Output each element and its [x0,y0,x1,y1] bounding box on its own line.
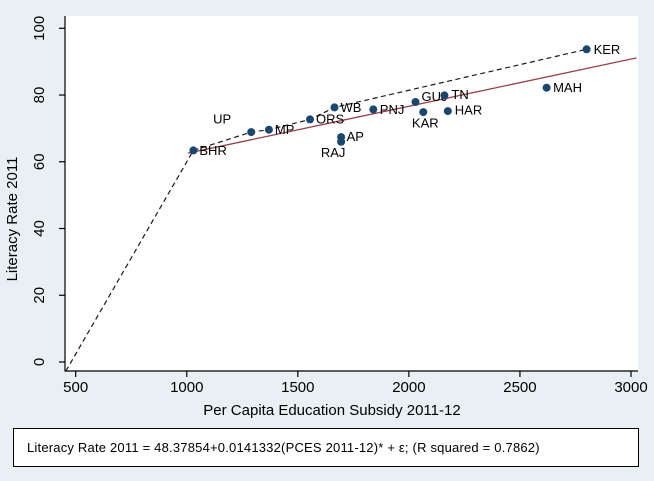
data-point-MAH [542,83,551,92]
regression-equation-text: Literacy Rate 2011 = 48.37854+0.0141332(… [27,440,540,455]
data-point-BHR [189,146,198,155]
data-point-label-TN: TN [451,87,468,102]
x-tick-label: 2000 [392,379,425,396]
data-point-KAR [419,108,428,117]
data-point-GUJ [411,98,420,106]
data-point-TN [440,91,449,100]
regression-equation-box: Literacy Rate 2011 = 48.37854+0.0141332(… [13,428,639,467]
data-point-label-WB: WB [341,100,362,115]
data-point-PNJ [369,105,378,114]
x-tick-label: 500 [63,379,88,396]
plot-area [65,16,638,371]
x-tick-label: 2500 [503,379,536,396]
data-point-MP [264,125,273,134]
data-point-label-HAR: HAR [455,103,482,118]
data-point-UP [247,128,256,137]
y-tick-label: 80 [31,87,48,104]
data-point-label-AP: AP [347,129,364,144]
x-tick-label: 1000 [170,379,203,396]
data-point-label-RAJ: RAJ [321,145,346,160]
axis-lines [64,16,638,372]
y-axis-title: Literacy Rate 2011 [4,157,21,282]
regression-line [187,57,637,154]
y-tick-label: 0 [31,358,48,366]
x-tick-label: 3000 [614,379,647,396]
x-tick-label: 1500 [281,379,314,396]
y-tick-label: 60 [31,153,48,170]
data-point-label-UP: UP [213,112,231,127]
data-point-label-PNJ: PNJ [380,102,405,117]
data-point-label-BHR: BHR [199,143,226,158]
data-point-KER [582,45,591,54]
data-point-WB [330,103,339,112]
x-axis: 500 1000 1500 2000 2500 3000 [63,371,648,396]
data-point-label-GUJ: GUJ [422,89,448,104]
data-point-ORS [306,115,314,124]
data-point-label-KER: KER [594,42,621,57]
y-axis: 0 20 40 60 80 100 [31,16,65,366]
y-tick-label: 20 [31,287,48,304]
data-point-label-MAH: MAH [553,80,582,95]
data-point-HAR [443,107,452,116]
x-axis-title: Per Capita Education Subsidy 2011-12 [203,402,460,419]
data-point-label-ORS: ORS [316,111,345,126]
y-tick-label: 40 [31,220,48,237]
data-point-label-MP: MP [275,122,295,137]
y-tick-label: 100 [31,16,48,41]
data-point-label-KAR: KAR [412,116,439,131]
data-point-RAJ [337,137,346,146]
